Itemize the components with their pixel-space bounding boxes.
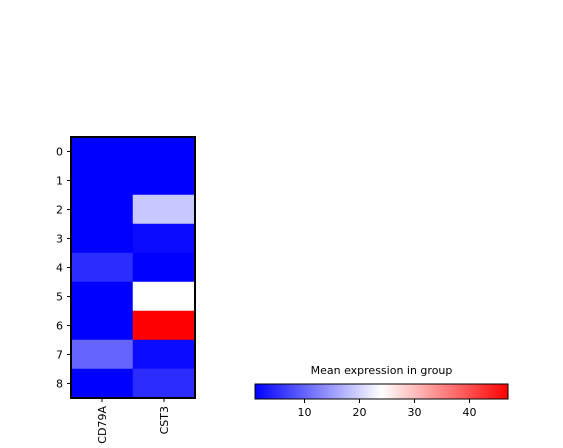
heatmap-cell-8-CST3: [132, 368, 196, 399]
row-label-0: 0: [56, 146, 63, 159]
heatmap-cell-0-CD79A: [70, 136, 134, 167]
heatmap-cell-4-CST3: [132, 252, 196, 283]
heatmap-cell-0-CST3: [132, 136, 196, 167]
heatmap-cell-2-CST3: [132, 194, 196, 225]
heatmap-cell-7-CD79A: [70, 339, 134, 370]
row-label-2: 2: [56, 204, 63, 217]
colorbar-tick-label-20: 20: [353, 406, 367, 419]
heatmap-cell-3-CD79A: [70, 223, 134, 254]
colorbar-tick-label-10: 10: [298, 406, 312, 419]
heatmap-cell-3-CST3: [132, 223, 196, 254]
row-label-6: 6: [56, 320, 63, 333]
colorbar-tick-label-30: 30: [408, 406, 422, 419]
col-label-CD79A: CD79A: [96, 406, 109, 444]
row-label-8: 8: [56, 378, 63, 391]
heatmap-cell-2-CD79A: [70, 194, 134, 225]
row-label-7: 7: [56, 349, 63, 362]
colorbar-bar: [254, 383, 509, 400]
row-label-4: 4: [56, 262, 63, 275]
heatmap-cell-8-CD79A: [70, 368, 134, 399]
colorbar-tick-label-40: 40: [463, 406, 477, 419]
heatmap-cell-5-CD79A: [70, 281, 134, 312]
heatmap: 0 1 2 3 4 5 6 7 8 CD79A CST3: [56, 136, 196, 444]
heatmap-cell-1-CD79A: [70, 165, 134, 196]
row-label-5: 5: [56, 291, 63, 304]
col-label-CST3: CST3: [158, 406, 171, 434]
heatmap-cell-6-CST3: [132, 310, 196, 341]
colorbar: Mean expression in group 10 20 30 40: [254, 364, 509, 419]
colorbar-title: Mean expression in group: [311, 364, 453, 377]
heatmap-cell-4-CD79A: [70, 252, 134, 283]
heatmap-cell-1-CST3: [132, 165, 196, 196]
row-label-1: 1: [56, 175, 63, 188]
heatmap-cell-6-CD79A: [70, 310, 134, 341]
heatmap-cell-5-CST3: [132, 281, 196, 312]
row-label-3: 3: [56, 233, 63, 246]
heatmap-cell-7-CST3: [132, 339, 196, 370]
